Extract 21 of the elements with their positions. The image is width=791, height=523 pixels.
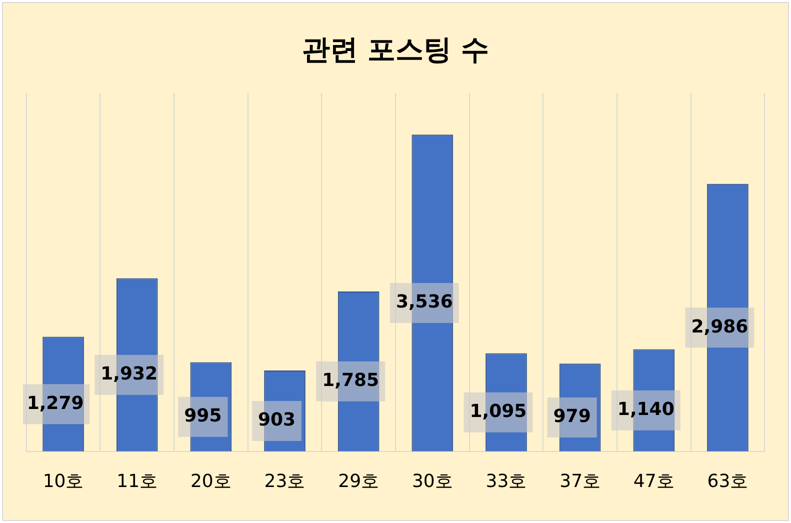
data-label: 903: [258, 410, 296, 431]
data-label: 3,536: [396, 292, 453, 313]
data-label: 1,140: [617, 399, 674, 420]
data-label: 1,095: [470, 401, 527, 422]
x-tick-label: 37호: [560, 470, 601, 492]
x-tick-label: 29호: [338, 470, 380, 492]
x-tick-label: 30호: [412, 470, 453, 492]
x-tick-label: 20호: [190, 470, 232, 492]
data-label: 1,785: [322, 370, 380, 392]
data-label: 1,279: [26, 392, 84, 414]
data-label: 995: [184, 405, 222, 426]
x-tick-label: 33호: [486, 470, 527, 492]
data-label: 979: [553, 406, 591, 428]
data-label: 1,932: [100, 364, 158, 385]
chart-title: 관련 포스팅 수: [300, 32, 490, 68]
data-label: 2,986: [691, 316, 748, 338]
x-tick-label: 10호: [42, 470, 84, 492]
x-tick-label: 23호: [264, 470, 306, 492]
x-tick-label: 47호: [633, 470, 674, 492]
x-tick-label: 11호: [116, 470, 158, 492]
x-tick-label: 63호: [707, 470, 748, 492]
